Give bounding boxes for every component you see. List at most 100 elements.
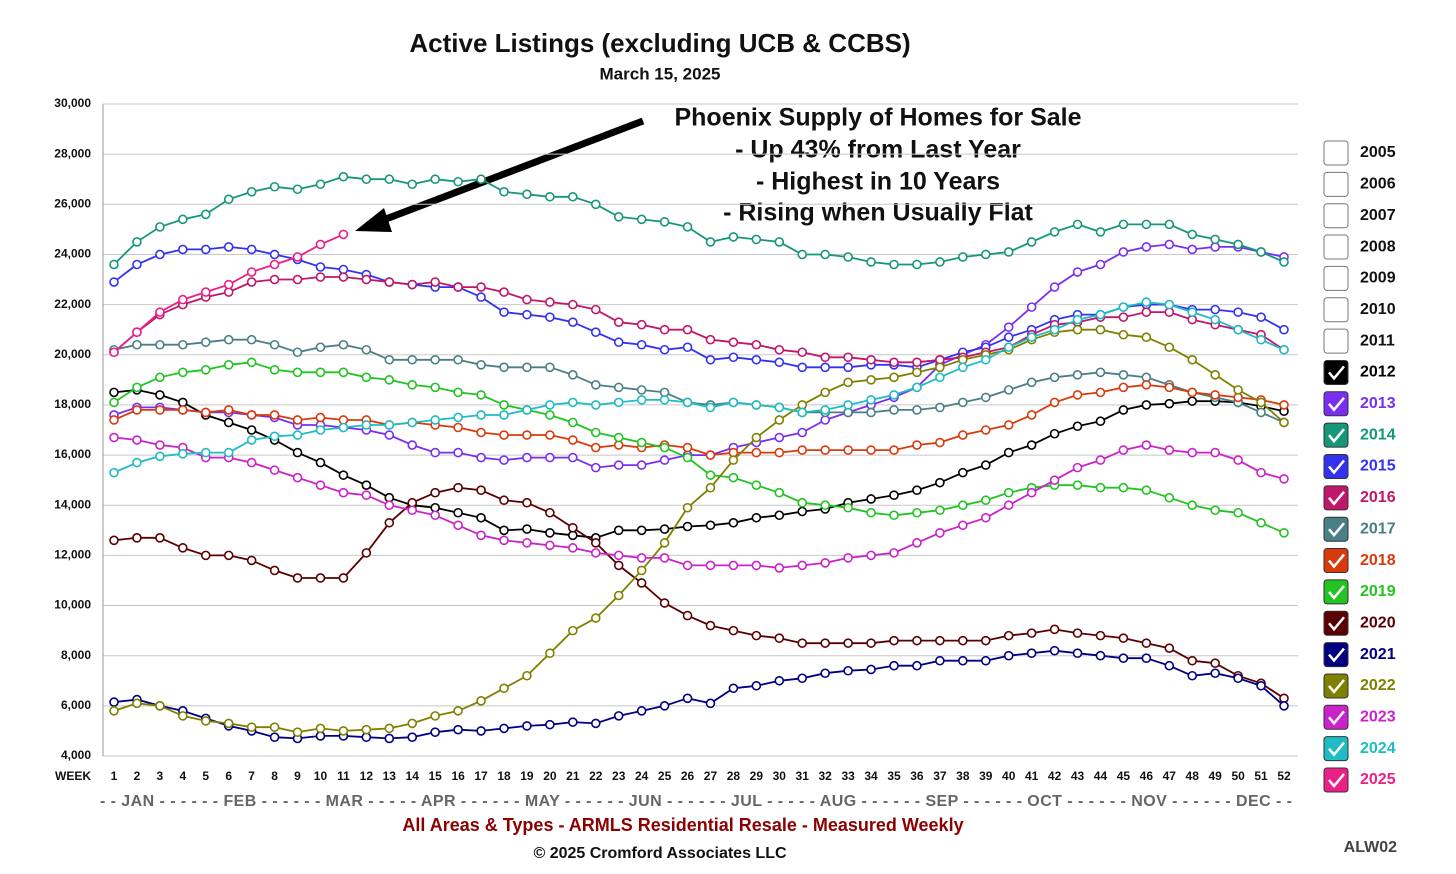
data-point <box>155 701 165 711</box>
data-point <box>568 317 578 327</box>
data-point <box>453 520 463 531</box>
data-point <box>568 543 578 553</box>
data-point <box>751 560 762 571</box>
data-point <box>1187 670 1198 681</box>
data-point <box>866 375 876 385</box>
data-point <box>659 524 670 534</box>
data-point <box>407 718 418 729</box>
data-point <box>109 387 119 398</box>
data-point <box>843 502 853 513</box>
legend-box <box>1323 485 1349 511</box>
legend-label: 2022 <box>1360 677 1396 694</box>
data-point <box>292 347 303 358</box>
data-point <box>109 415 119 425</box>
data-point <box>338 470 349 480</box>
legend-box <box>1323 767 1349 793</box>
data-point <box>935 362 945 373</box>
x-tick-label: 2 <box>134 769 141 783</box>
data-point <box>476 410 486 420</box>
x-tick-label: 6 <box>225 769 232 783</box>
data-point <box>797 427 808 438</box>
legend-box <box>1323 265 1349 291</box>
data-point <box>1210 390 1220 400</box>
data-point <box>453 387 463 398</box>
data-point <box>820 558 830 568</box>
x-tick-label: 7 <box>248 769 255 783</box>
data-point <box>476 427 486 438</box>
legend-box <box>1323 391 1349 417</box>
y-tick-label: 26,000 <box>54 196 91 210</box>
data-point <box>958 520 968 531</box>
data-point <box>774 344 785 355</box>
data-point <box>292 184 303 195</box>
data-point <box>797 497 808 508</box>
data-point <box>751 354 762 365</box>
data-point <box>613 212 624 222</box>
data-point <box>476 512 486 523</box>
data-point <box>522 538 532 548</box>
x-tick-label: 35 <box>887 769 901 783</box>
data-point <box>476 282 486 292</box>
data-point <box>178 244 188 255</box>
data-point <box>774 237 785 247</box>
data-point <box>1095 482 1106 493</box>
data-point <box>613 337 624 348</box>
data-point <box>269 259 280 270</box>
data-point <box>980 635 991 646</box>
x-tick-label: 1 <box>111 769 118 783</box>
y-tick-label: 28,000 <box>54 146 91 160</box>
data-point <box>590 427 601 438</box>
data-point <box>1118 370 1129 380</box>
data-point <box>728 625 739 636</box>
data-point <box>682 342 693 353</box>
data-point <box>430 447 440 458</box>
data-point <box>522 721 532 731</box>
data-point <box>292 415 303 425</box>
data-point <box>1279 344 1289 355</box>
data-point <box>1026 302 1037 312</box>
data-point <box>407 440 418 450</box>
legend-label: 2006 <box>1360 176 1396 193</box>
x-tick-label: 45 <box>1117 769 1131 783</box>
data-point <box>728 517 739 528</box>
data-point <box>384 500 395 511</box>
data-point <box>109 259 119 270</box>
legend-check <box>1328 459 1345 475</box>
data-point <box>797 445 808 455</box>
data-point <box>1210 658 1220 669</box>
data-point <box>155 533 165 543</box>
legend-box <box>1323 704 1349 730</box>
data-point <box>223 405 234 415</box>
data-point <box>751 512 762 523</box>
legend-label: 2009 <box>1360 270 1396 287</box>
data-point <box>361 724 372 735</box>
data-point <box>659 344 670 355</box>
data-point <box>935 372 945 383</box>
x-tick-label: 22 <box>589 769 603 783</box>
data-point <box>590 548 601 558</box>
data-point <box>223 447 234 458</box>
legend-label: 2005 <box>1360 144 1396 161</box>
footer: All Areas & Types - ARMLS Residential Re… <box>402 815 963 835</box>
data-point <box>407 279 418 290</box>
legend-box <box>1323 422 1349 448</box>
data-point <box>269 410 280 420</box>
data-point <box>1141 440 1152 450</box>
x-tick-label: 11 <box>337 769 350 783</box>
x-tick-label: 15 <box>428 769 442 783</box>
data-point <box>384 733 395 744</box>
data-point <box>545 191 555 202</box>
data-point <box>1118 329 1129 340</box>
data-point <box>1141 219 1152 230</box>
data-point <box>866 664 876 675</box>
x-tick-label: 23 <box>612 769 626 783</box>
data-point <box>1187 655 1198 666</box>
data-point <box>315 425 326 435</box>
x-tick-label: 38 <box>956 769 970 783</box>
data-point <box>843 553 853 563</box>
data-point <box>568 397 578 408</box>
x-tick-label: 37 <box>933 769 947 783</box>
data-point <box>1164 398 1175 409</box>
data-point <box>636 437 647 448</box>
